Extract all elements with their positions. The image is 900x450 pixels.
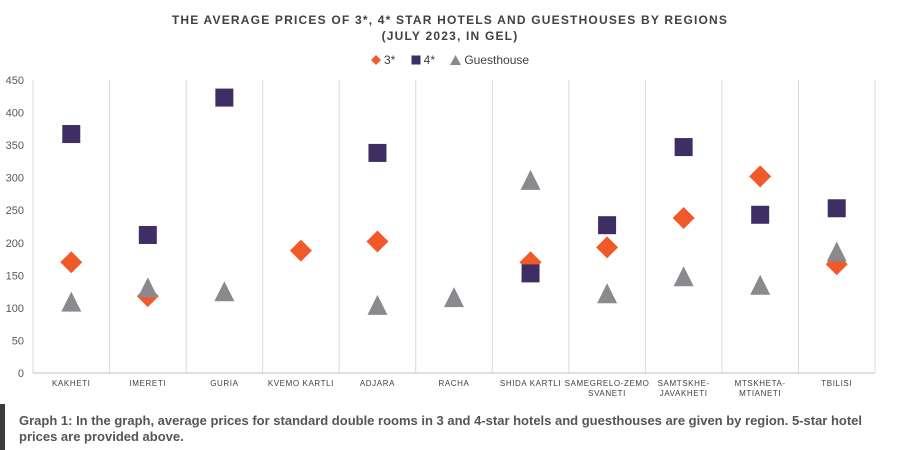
legend-item-4-star: 4* [411, 53, 435, 67]
data-point-guesthouse [826, 241, 847, 262]
x-category-label: GURIA [210, 379, 238, 388]
chart-plot: 0 50 100 150 200 250 300 350 400 450 KAKHETI IMERET… [6, 75, 876, 398]
y-tick-label: 250 [6, 205, 24, 217]
x-category-label: TBILISI [821, 379, 852, 388]
chart-title-line-1: THE AVERAGE PRICES OF 3*, 4* STAR HOTELS… [171, 13, 729, 27]
data-point-4-star [62, 125, 81, 144]
data-point-guesthouse [137, 277, 158, 298]
graph-caption: Graph 1: In the graph, average prices fo… [0, 404, 900, 450]
data-point-guesthouse [673, 266, 694, 287]
y-tick-label: 200 [6, 238, 24, 250]
data-point-3-star [289, 239, 312, 262]
x-category-label: RACHA [438, 379, 469, 388]
data-point-guesthouse [444, 287, 464, 308]
data-point-3-star [749, 165, 772, 188]
legend-item-guesthouse: Guesthouse [450, 53, 529, 67]
y-tick-label: 50 [12, 335, 24, 347]
diamond-icon [370, 55, 381, 65]
data-point-3-star [366, 230, 389, 253]
data-point-4-star [674, 138, 693, 157]
x-category-label: SAMEGRELO-ZEMO SVANETI [565, 379, 650, 398]
y-tick-label: 350 [6, 140, 24, 152]
data-point-guesthouse [214, 281, 235, 302]
chart-legend: 3* 4* Guesthouse [0, 53, 900, 68]
data-point-guesthouse [367, 294, 388, 315]
data-point-3-star [672, 207, 695, 230]
data-point-3-star [825, 253, 848, 276]
data-point-3-star [60, 251, 83, 274]
square-icon [411, 55, 421, 65]
legend-label-3-star: 3* [383, 53, 396, 67]
chart-title: THE AVERAGE PRICES OF 3*, 4* STAR HOTELS… [0, 12, 900, 44]
data-point-4-star [138, 225, 157, 244]
data-point-4-star [827, 199, 846, 218]
x-category-label: MTSKHETA-MTIANETI [735, 379, 786, 398]
x-category-label: IMERETI [129, 379, 166, 388]
legend-label-guesthouse: Guesthouse [464, 53, 530, 67]
x-category-label: SAMTSKHE-JAVAKHETI [658, 379, 710, 398]
chart-title-line-2: (JULY 2023, IN GEL) [381, 29, 519, 43]
y-tick-label: 100 [6, 303, 24, 315]
legend-label-4-star: 4* [423, 53, 435, 67]
data-point-4-star [521, 264, 540, 283]
x-category-label: KVEMO KARTLI [268, 379, 334, 388]
y-tick-label: 0 [18, 368, 24, 380]
data-point-4-star [368, 143, 387, 162]
y-tick-label: 300 [6, 173, 24, 185]
data-point-guesthouse [520, 169, 541, 190]
x-category-label: ADJARA [360, 379, 395, 388]
legend-item-3-star: 3* [370, 53, 396, 67]
data-point-guesthouse [597, 283, 618, 304]
data-point-4-star [598, 216, 617, 235]
data-point-guesthouse [61, 291, 82, 312]
data-point-3-star [596, 236, 619, 259]
y-tick-label: 150 [6, 270, 24, 282]
data-point-4-star [751, 205, 770, 224]
data-point-4-star [215, 88, 234, 107]
x-category-label: SHIDA KARTLI [500, 379, 561, 388]
y-tick-label: 450 [6, 75, 24, 87]
y-tick-label: 400 [6, 108, 24, 120]
triangle-icon [450, 55, 462, 65]
data-point-guesthouse [750, 274, 771, 295]
x-category-label: KAKHETI [52, 379, 90, 388]
